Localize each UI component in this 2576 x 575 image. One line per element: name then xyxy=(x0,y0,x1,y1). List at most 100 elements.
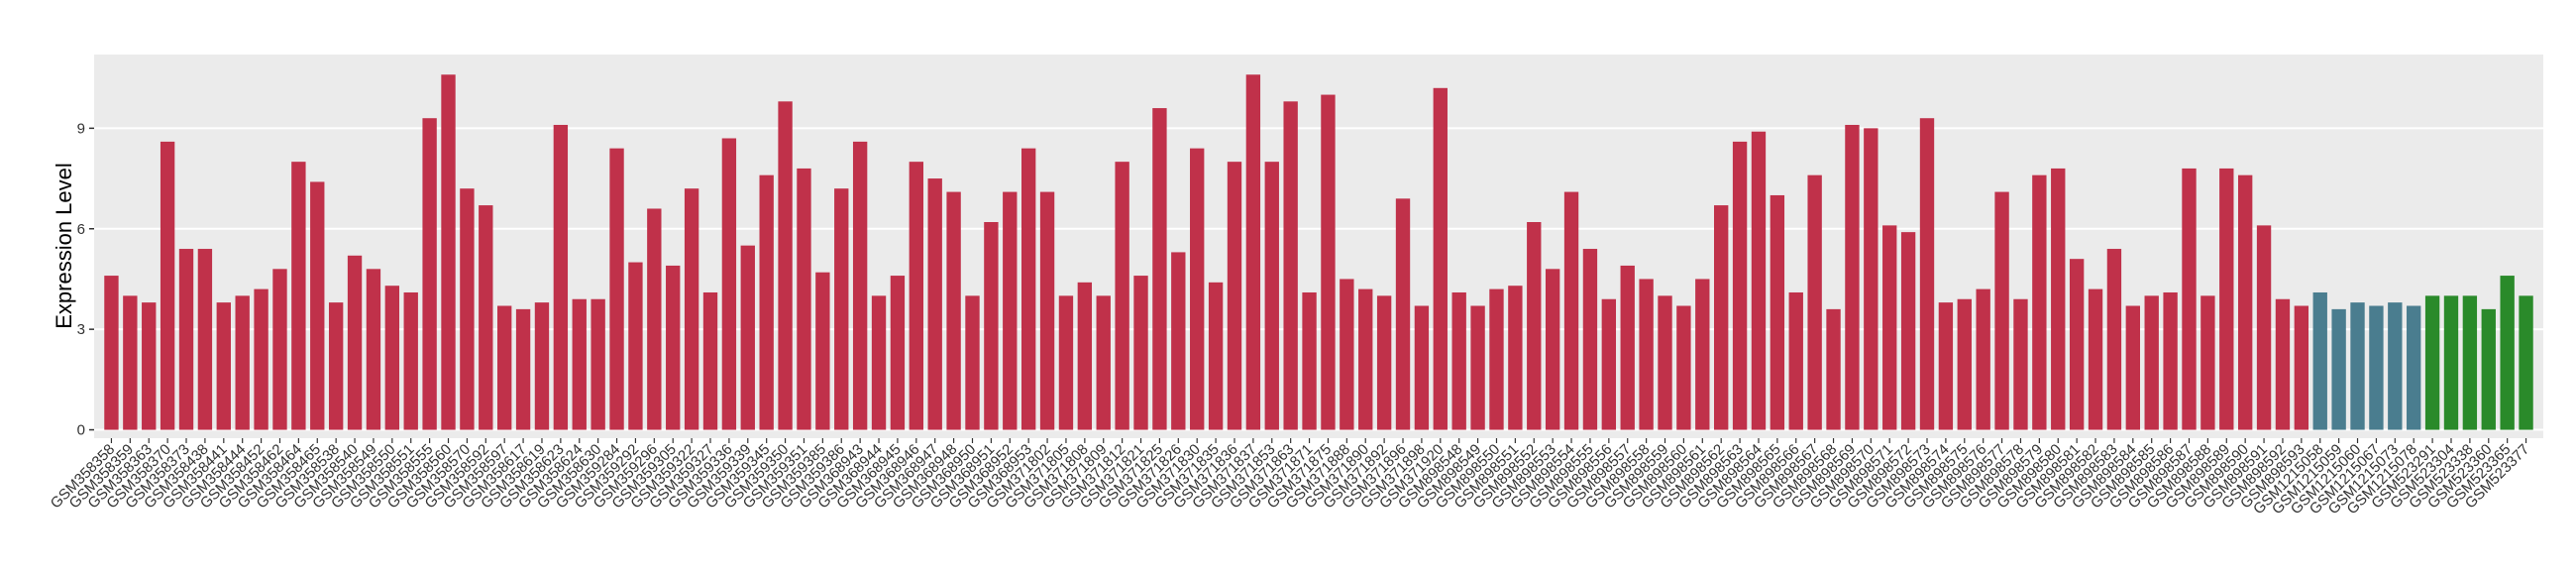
bar xyxy=(1433,87,1448,430)
bar xyxy=(2275,298,2291,430)
bar xyxy=(1133,276,1148,430)
bar xyxy=(2200,295,2215,430)
bar xyxy=(1582,249,1598,430)
bar xyxy=(684,188,699,430)
bar xyxy=(1545,269,1560,430)
bar xyxy=(235,295,250,430)
bar xyxy=(1845,124,1860,430)
bar xyxy=(1358,288,1373,430)
bar xyxy=(1340,279,1354,430)
bar xyxy=(2407,305,2421,430)
bar xyxy=(1807,174,1822,430)
bar xyxy=(2051,168,2066,430)
bar xyxy=(2106,249,2122,430)
bar xyxy=(178,249,194,430)
bar xyxy=(1058,295,1074,430)
bar xyxy=(628,262,643,430)
bar xyxy=(1302,291,1317,430)
bar xyxy=(2163,291,2178,430)
bar xyxy=(1376,295,1392,430)
bar xyxy=(852,141,868,430)
bar xyxy=(1563,191,1579,430)
bar xyxy=(310,181,325,430)
bar xyxy=(1938,302,1954,430)
bar xyxy=(104,276,119,430)
bar xyxy=(272,269,287,430)
bar xyxy=(2032,174,2047,430)
bar xyxy=(1451,291,1466,430)
bar xyxy=(1732,141,1748,430)
bar xyxy=(2125,305,2140,430)
bar xyxy=(2256,225,2272,430)
bar xyxy=(965,295,980,430)
bar xyxy=(702,291,718,430)
bar xyxy=(1639,279,1654,430)
bar xyxy=(1826,308,1841,430)
bar xyxy=(2388,302,2403,430)
bar xyxy=(366,269,381,430)
bar xyxy=(815,272,830,430)
bar xyxy=(2312,291,2327,430)
bar xyxy=(1283,101,1298,430)
bar xyxy=(197,249,213,430)
bar xyxy=(609,148,624,430)
bar xyxy=(2237,174,2253,430)
bar xyxy=(871,295,887,430)
y-tick-label: 9 xyxy=(77,120,85,137)
bar xyxy=(534,302,550,430)
bar xyxy=(1264,162,1279,430)
bar xyxy=(2424,295,2440,430)
bar xyxy=(1919,118,1935,430)
bar xyxy=(1470,305,1485,430)
bar xyxy=(515,308,531,430)
bar xyxy=(2144,295,2159,430)
bar xyxy=(1096,295,1111,430)
bar xyxy=(2182,168,2197,430)
bar xyxy=(1077,282,1093,430)
bar xyxy=(1208,282,1224,430)
bar xyxy=(2088,288,2103,430)
bar xyxy=(2519,295,2533,430)
bar xyxy=(347,255,363,430)
bar xyxy=(984,221,999,430)
bar xyxy=(1190,148,1205,430)
bar xyxy=(1039,191,1055,430)
y-tick-label: 3 xyxy=(77,321,85,338)
y-axis-label: Expression Level xyxy=(52,163,76,329)
bar xyxy=(740,245,755,430)
bar xyxy=(2350,302,2365,430)
bar xyxy=(1994,191,2009,430)
bar xyxy=(721,138,737,430)
bar xyxy=(2013,298,2028,430)
bar xyxy=(1751,131,1767,430)
bar xyxy=(1695,279,1710,430)
bar xyxy=(1508,286,1523,430)
bar xyxy=(759,174,774,430)
bar xyxy=(2462,295,2478,430)
bar xyxy=(1620,265,1635,430)
bar xyxy=(778,101,793,430)
bar xyxy=(1414,305,1430,430)
bar xyxy=(2500,276,2515,430)
bar xyxy=(254,288,268,430)
bar xyxy=(2331,308,2346,430)
bar xyxy=(1976,288,1990,430)
bar xyxy=(291,162,306,430)
bar xyxy=(1601,298,1617,430)
bar xyxy=(1658,295,1672,430)
bar xyxy=(216,302,231,430)
bar xyxy=(1864,128,1878,430)
bar xyxy=(1489,288,1504,430)
bar xyxy=(2481,308,2496,430)
bar xyxy=(2443,295,2459,430)
bar xyxy=(1245,74,1261,430)
bar xyxy=(160,141,175,430)
bar xyxy=(1714,205,1729,430)
bar xyxy=(403,291,418,430)
bar xyxy=(590,298,605,430)
bar xyxy=(1003,191,1018,430)
bar xyxy=(1882,225,1897,430)
bar xyxy=(1788,291,1803,430)
bar xyxy=(890,276,906,430)
bar xyxy=(1227,162,1242,430)
